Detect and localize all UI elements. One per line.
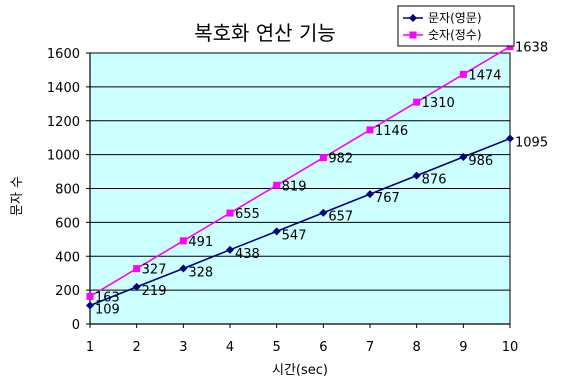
x-tick-label: 5	[273, 340, 281, 355]
data-point	[226, 209, 234, 217]
data-point	[506, 43, 514, 51]
data-point	[86, 301, 94, 310]
y-axis-title: 문자 수	[10, 176, 25, 216]
data-label: 1146	[375, 124, 408, 139]
series-line	[89, 45, 511, 298]
data-point	[366, 126, 374, 134]
data-point	[459, 70, 467, 78]
x-tick-label: 9	[459, 340, 467, 355]
data-label: 982	[328, 152, 353, 167]
data-point	[86, 292, 94, 300]
x-tick-label: 3	[179, 340, 187, 355]
data-label: 163	[95, 290, 120, 305]
y-tick-label: 600	[55, 216, 80, 231]
data-label: 1310	[422, 96, 455, 111]
legend: 문자(영문) 숫자(정수)	[397, 5, 515, 47]
x-tick-label: 8	[413, 340, 421, 355]
y-tick-label: 1400	[47, 81, 80, 96]
data-point	[179, 264, 188, 273]
x-tick-label: 4	[226, 340, 234, 355]
x-tick-label: 6	[319, 340, 327, 355]
data-label: 655	[235, 207, 260, 222]
data-point	[226, 245, 234, 254]
data-point	[133, 265, 141, 273]
legend-label: 문자(영문)	[428, 11, 482, 25]
y-tick-label: 800	[55, 183, 80, 198]
x-axis-title: 시간(sec)	[272, 363, 328, 378]
data-point	[413, 98, 421, 106]
chart-title: 복호화 연산 기능	[194, 21, 336, 45]
y-tick-label: 200	[55, 284, 80, 299]
y-tick-label: 400	[55, 250, 80, 265]
data-point	[459, 152, 468, 161]
legend-swatch-marker	[409, 14, 417, 22]
data-point	[132, 282, 141, 291]
series-line	[89, 137, 511, 307]
plot-area: 0 200 400 600 800 1000 1200 1400 1600 1 2 3 4 5 6 7 8 9 10…	[47, 41, 548, 355]
y-tick-label: 1000	[47, 149, 80, 164]
data-label: 328	[188, 265, 213, 280]
data-point	[273, 181, 281, 189]
data-label: 438	[235, 247, 260, 262]
y-tick-label: 0	[72, 318, 80, 333]
data-point	[319, 208, 328, 217]
y-tick-label: 1200	[47, 115, 80, 130]
data-point	[366, 190, 374, 199]
data-label: 1095	[515, 136, 548, 151]
data-label: 327	[142, 263, 167, 278]
x-tick-label: 7	[366, 340, 374, 355]
data-label: 219	[142, 284, 167, 299]
x-tick-label: 2	[133, 340, 141, 355]
data-point	[272, 227, 281, 236]
data-label: 819	[282, 179, 307, 194]
data-label: 1474	[468, 68, 501, 83]
data-label: 767	[375, 191, 400, 206]
data-point	[179, 237, 187, 245]
legend-label: 숫자(정수)	[428, 28, 482, 42]
data-point	[506, 134, 514, 143]
legend-swatch-marker	[409, 31, 417, 39]
y-tick-label: 1600	[47, 47, 80, 62]
data-point	[412, 171, 421, 180]
data-label: 1638	[515, 41, 548, 56]
data-label: 986	[468, 154, 493, 169]
data-label: 491	[188, 235, 213, 250]
data-label: 109	[95, 303, 120, 318]
data-label: 547	[282, 228, 307, 243]
data-label: 657	[328, 210, 353, 225]
data-label: 876	[422, 173, 447, 188]
legend-box	[397, 5, 515, 47]
x-tick-label: 1	[86, 340, 94, 355]
x-tick-label: 10	[502, 340, 519, 355]
data-point	[319, 154, 327, 162]
